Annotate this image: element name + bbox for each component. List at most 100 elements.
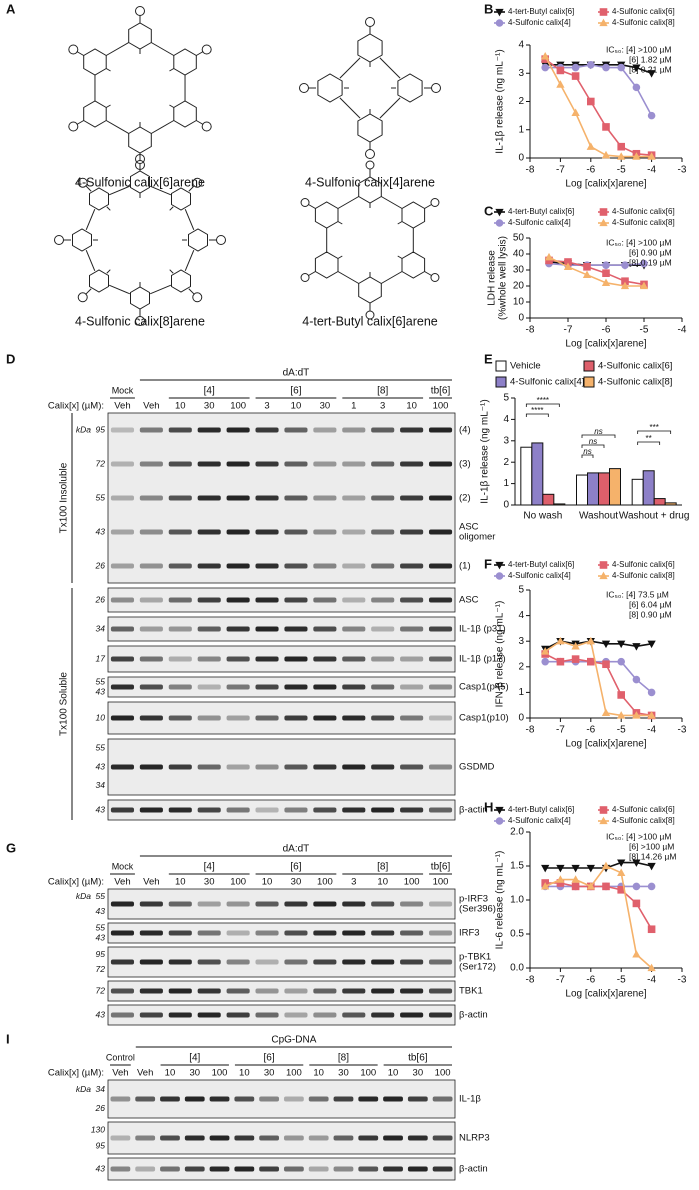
data-point bbox=[647, 70, 656, 78]
significance-bracket bbox=[525, 403, 560, 407]
blot-strip bbox=[107, 1157, 456, 1181]
data-point bbox=[632, 152, 641, 160]
blot-band bbox=[428, 427, 453, 433]
blot-band bbox=[400, 901, 424, 907]
data-point bbox=[632, 675, 641, 684]
data-point bbox=[632, 643, 641, 651]
substituent-group bbox=[192, 177, 203, 188]
blot-band bbox=[342, 764, 366, 770]
y-axis-title: (%whole well lysis) bbox=[498, 236, 509, 320]
lane-label: 100 bbox=[317, 877, 333, 888]
treatment-label: dA:dT bbox=[283, 368, 310, 379]
legend-marker bbox=[495, 572, 504, 580]
blot-band bbox=[342, 807, 366, 813]
blot-band bbox=[209, 1096, 230, 1102]
mw-marker: 43 bbox=[96, 1163, 106, 1173]
data-point bbox=[563, 262, 573, 270]
blot-band bbox=[333, 1096, 354, 1102]
data-point bbox=[587, 60, 595, 69]
band-label: Casp1(p10) bbox=[459, 713, 509, 724]
group-label: [4] bbox=[204, 386, 215, 397]
blot-band bbox=[226, 930, 250, 936]
blot-band bbox=[313, 597, 337, 603]
blot-band bbox=[110, 901, 135, 907]
significance-label: ns bbox=[594, 427, 602, 436]
lane-label: 10 bbox=[388, 1068, 399, 1079]
legend-marker bbox=[599, 8, 608, 16]
legend-marker bbox=[599, 208, 608, 216]
x-tick-label: Washout bbox=[579, 511, 618, 522]
legend-swatch bbox=[495, 360, 507, 372]
blot-band bbox=[139, 684, 163, 690]
blot-band bbox=[197, 901, 221, 907]
substituent-group bbox=[135, 316, 145, 326]
legend-label: 4-Sulfonic calix[4] bbox=[510, 377, 584, 388]
blot-band bbox=[342, 626, 366, 632]
blot-band bbox=[400, 930, 424, 936]
mw-marker: 43 bbox=[96, 686, 106, 696]
blot-band bbox=[110, 988, 135, 994]
calix-label: Calix[x] (µM): bbox=[48, 401, 104, 412]
panel-label: B bbox=[484, 1, 493, 16]
blot-band bbox=[197, 930, 221, 936]
blot-band bbox=[197, 684, 221, 690]
x-axis-title: Log [calix[x]arene] bbox=[565, 739, 646, 750]
blot-band bbox=[428, 461, 453, 467]
x-axis-title: Log [calix[x]arene] bbox=[565, 339, 646, 350]
panel-label: A bbox=[6, 1, 16, 16]
blot-band bbox=[110, 715, 135, 721]
lane-label: 30 bbox=[320, 401, 331, 412]
benzene-ring bbox=[72, 228, 92, 252]
blot-band bbox=[168, 988, 192, 994]
substituent-group bbox=[54, 235, 64, 245]
legend-label: 4-Sulfonic calix[6] bbox=[612, 805, 675, 814]
blot-band bbox=[313, 529, 337, 535]
blot-band bbox=[226, 807, 250, 813]
mw-marker: 72 bbox=[96, 964, 106, 974]
blot-band bbox=[358, 1096, 379, 1102]
significance-bracket bbox=[525, 413, 549, 417]
bar bbox=[653, 498, 666, 506]
series-line bbox=[548, 256, 644, 287]
mw-marker: 72 bbox=[96, 985, 106, 995]
lane-label: 100 bbox=[286, 1068, 302, 1079]
blot-band bbox=[139, 529, 163, 535]
blot-strip bbox=[107, 676, 456, 698]
group-label: [6] bbox=[264, 1053, 275, 1064]
blot-band bbox=[168, 807, 192, 813]
benzene-ring bbox=[314, 201, 339, 229]
blot-band bbox=[284, 597, 308, 603]
blot-band bbox=[400, 529, 424, 535]
lane-label: 30 bbox=[291, 877, 302, 888]
blot-band bbox=[308, 1096, 329, 1102]
substituent-group bbox=[365, 310, 375, 320]
blot-band bbox=[259, 1166, 280, 1172]
annotation: [6] >100 µM bbox=[629, 841, 674, 851]
blot-band bbox=[110, 1012, 135, 1018]
data-point bbox=[556, 636, 565, 645]
group-label: [8] bbox=[377, 386, 388, 397]
legend-marker bbox=[599, 218, 608, 227]
blot-band bbox=[168, 563, 192, 569]
blot-band bbox=[197, 461, 221, 467]
blot-band bbox=[226, 656, 250, 662]
y-tick-label: 40 bbox=[513, 249, 525, 260]
blot-band bbox=[255, 597, 279, 603]
significance-label: ns bbox=[589, 437, 597, 446]
significance-label: **** bbox=[537, 396, 549, 405]
substituent-bond bbox=[308, 271, 316, 276]
substituent-group bbox=[299, 83, 309, 93]
blot-band bbox=[284, 684, 308, 690]
blot-band bbox=[342, 684, 366, 690]
blot-band bbox=[226, 684, 250, 690]
legend-label: Vehicle bbox=[510, 361, 541, 372]
blot-band bbox=[168, 684, 192, 690]
blot-band bbox=[168, 461, 192, 467]
band-label: TBK1 bbox=[459, 986, 483, 997]
blot-band bbox=[139, 563, 163, 569]
blot-band bbox=[209, 1135, 230, 1141]
blot-band bbox=[110, 1135, 131, 1141]
x-tick-label: -7 bbox=[556, 975, 565, 986]
blot-band bbox=[342, 930, 366, 936]
blot-band bbox=[342, 1012, 366, 1018]
